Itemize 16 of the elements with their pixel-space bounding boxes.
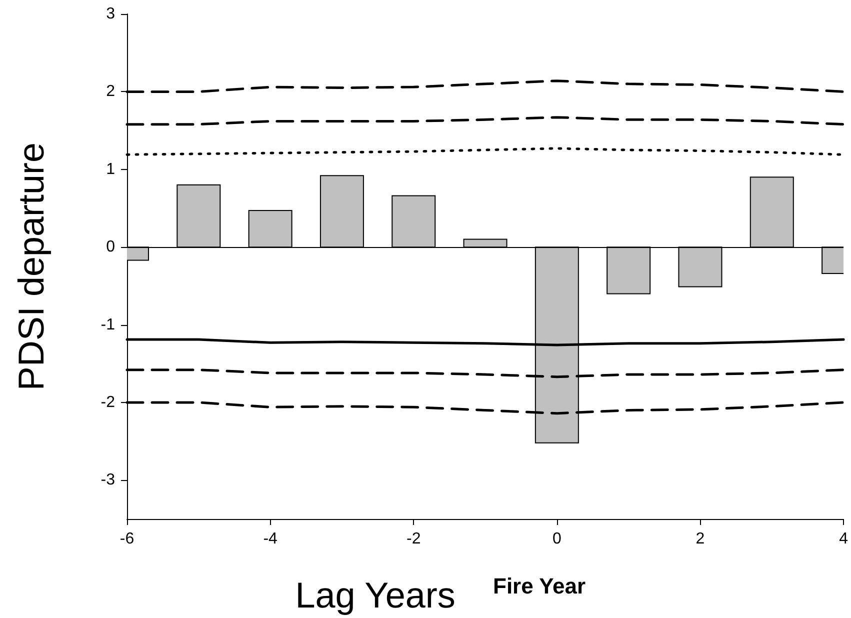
x-tick-label: -2 [406,530,421,548]
y-tick-label: 1 [106,160,116,178]
x-axis-title: Lag Years [295,574,456,616]
x-tick-label: 4 [839,530,848,548]
x-tick-label: 0 [552,530,562,548]
x-tick-label: 2 [696,530,705,548]
x-tick-label: -4 [263,530,278,548]
y-tick-label: -3 [100,472,116,489]
y-tick-label: -2 [100,394,116,411]
y-tick-label: -1 [100,316,116,334]
y-tick-label: 0 [106,238,116,256]
x-tick-label: -6 [120,530,134,548]
y-tick-label: 2 [106,83,116,100]
text: Fire Year [493,574,586,598]
y-axis-title: PDSI departure [10,142,52,391]
y-tick-label: 3 [106,6,116,22]
